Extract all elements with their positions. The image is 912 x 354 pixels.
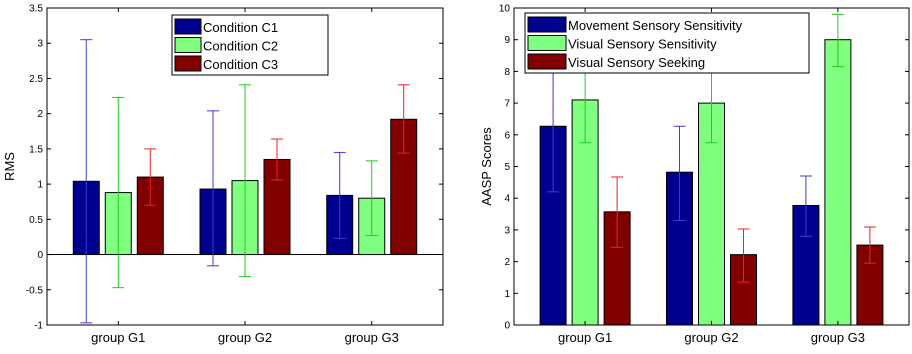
legend-swatch — [527, 16, 567, 33]
y-tick-label: 4 — [504, 194, 510, 205]
legend-label: Movement Sensory Sensitivity — [568, 18, 743, 33]
y-tick-label: 3 — [504, 225, 510, 236]
y-tick-label: 10 — [499, 4, 511, 15]
y-tick-label: -0.5 — [26, 285, 44, 296]
bar — [824, 39, 852, 325]
y-tick-label: -1 — [34, 321, 43, 332]
y-tick-label: 1 — [37, 180, 43, 191]
bars — [539, 13, 884, 325]
y-tick-label: 7 — [504, 99, 510, 110]
y-axis-label: AASP Scores — [479, 127, 494, 206]
y-tick-label: 0.5 — [29, 215, 43, 226]
legend-swatch — [527, 35, 567, 51]
y-axis-label: RMS — [2, 152, 17, 181]
y-tick-label: 5 — [504, 162, 510, 173]
x-tick-label: group G3 — [345, 330, 399, 345]
legend-swatch — [174, 37, 202, 53]
y-tick-label: 3.5 — [29, 4, 43, 15]
y-tick-label: 2 — [37, 109, 43, 120]
y-tick-label: 1 — [504, 289, 510, 300]
x-tick-label: group G1 — [91, 330, 145, 345]
x-tick-label: group G1 — [558, 330, 612, 345]
legend-box — [524, 12, 810, 74]
y-tick-label: 0 — [504, 321, 510, 332]
legend-label: Condition C1 — [203, 20, 278, 35]
legend-swatch — [527, 53, 567, 70]
legend-swatch — [174, 55, 202, 72]
legend-label: Condition C2 — [203, 39, 278, 54]
y-tick-label: 3 — [37, 39, 43, 50]
y-tick-label: 6 — [504, 130, 510, 141]
y-tick-label: 2 — [504, 257, 510, 268]
legend-label: Visual Sensory Seeking — [568, 55, 705, 70]
chart-1: -1 -0.5 0 0.5 1 1.5 2 2.5 3 3.5 RMS group G1 group G… — [2, 4, 444, 345]
chart-2: 0 1 2 3 4 5 6 7 8 9 10 AASP Scores group G1 group G2 g… — [479, 4, 910, 345]
y-tick-label: 0 — [37, 250, 43, 261]
bar — [792, 204, 820, 325]
legend: Condition C1 Condition C2 Condition C3 — [171, 14, 329, 76]
x-tick-label: group G2 — [218, 330, 272, 345]
y-tick-label: 2.5 — [29, 74, 43, 85]
legend-label: Visual Sensory Sensitivity — [568, 37, 717, 52]
y-tick-label: 9 — [504, 35, 510, 46]
bars — [72, 39, 418, 324]
x-tick-label: group G2 — [684, 330, 738, 345]
legend: Movement Sensory Sensitivity Visual Senso… — [524, 12, 810, 74]
y-tick-label: 1.5 — [29, 144, 43, 155]
x-tick-label: group G3 — [811, 330, 865, 345]
legend-label: Condition C3 — [203, 57, 278, 72]
legend-swatch — [174, 18, 202, 35]
y-tick-label: 8 — [504, 67, 510, 78]
